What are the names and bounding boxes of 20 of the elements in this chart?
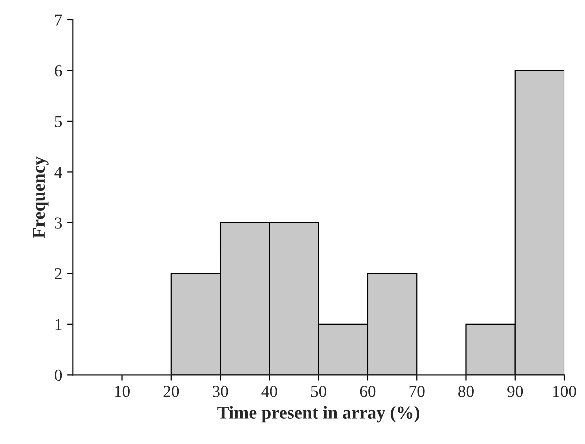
x-tick-label: 40 — [262, 386, 278, 398]
x-tick-label: 50 — [311, 386, 327, 398]
y-tick-label: 1 — [56, 319, 62, 330]
y-tick-label: 6 — [55, 65, 62, 77]
y-tick-label: 5 — [55, 116, 62, 128]
y-tick-label: 7 — [55, 14, 62, 26]
y-tick-label: 3 — [55, 218, 62, 229]
x-tick-label: 100 — [553, 386, 576, 398]
x-tick-label: 30 — [213, 386, 228, 398]
x-tick-label: 90 — [508, 386, 524, 398]
x-tick-label: 70 — [410, 386, 425, 398]
x-tick-label: 20 — [164, 386, 180, 398]
x-tick-label: 80 — [458, 386, 474, 398]
x-tick-label: 10 — [115, 386, 130, 398]
y-axis-title: Frequency — [33, 156, 49, 238]
y-tick-label: 0 — [55, 370, 62, 382]
y-tick-label: 4 — [54, 167, 62, 178]
x-axis-title: Time present in array (%) — [218, 406, 420, 423]
x-tick-label: 60 — [360, 386, 376, 398]
y-tick-label: 2 — [55, 268, 62, 280]
